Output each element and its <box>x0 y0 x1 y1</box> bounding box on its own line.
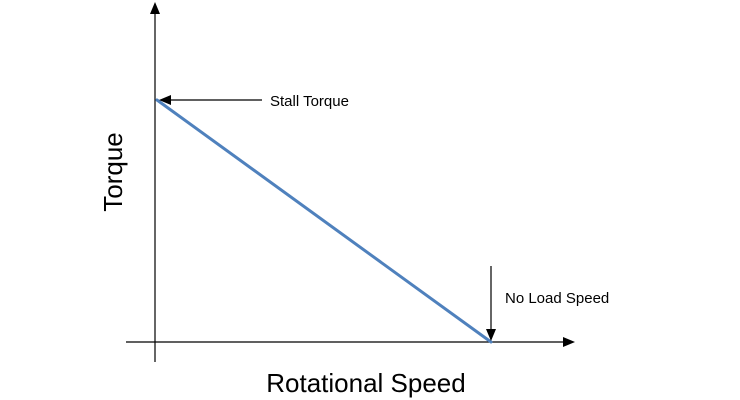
x-axis-arrow <box>563 337 575 347</box>
torque-speed-line <box>155 98 493 344</box>
y-axis-label: Torque <box>98 132 128 212</box>
stall-torque-label: Stall Torque <box>270 93 349 110</box>
y-axis-arrow <box>150 2 160 14</box>
x-axis-label: Rotational Speed <box>266 368 465 398</box>
no-load-speed-label: No Load Speed <box>505 290 609 307</box>
no-load-speed-arrow-head <box>486 329 496 341</box>
stall-torque-arrow-head <box>159 95 171 105</box>
